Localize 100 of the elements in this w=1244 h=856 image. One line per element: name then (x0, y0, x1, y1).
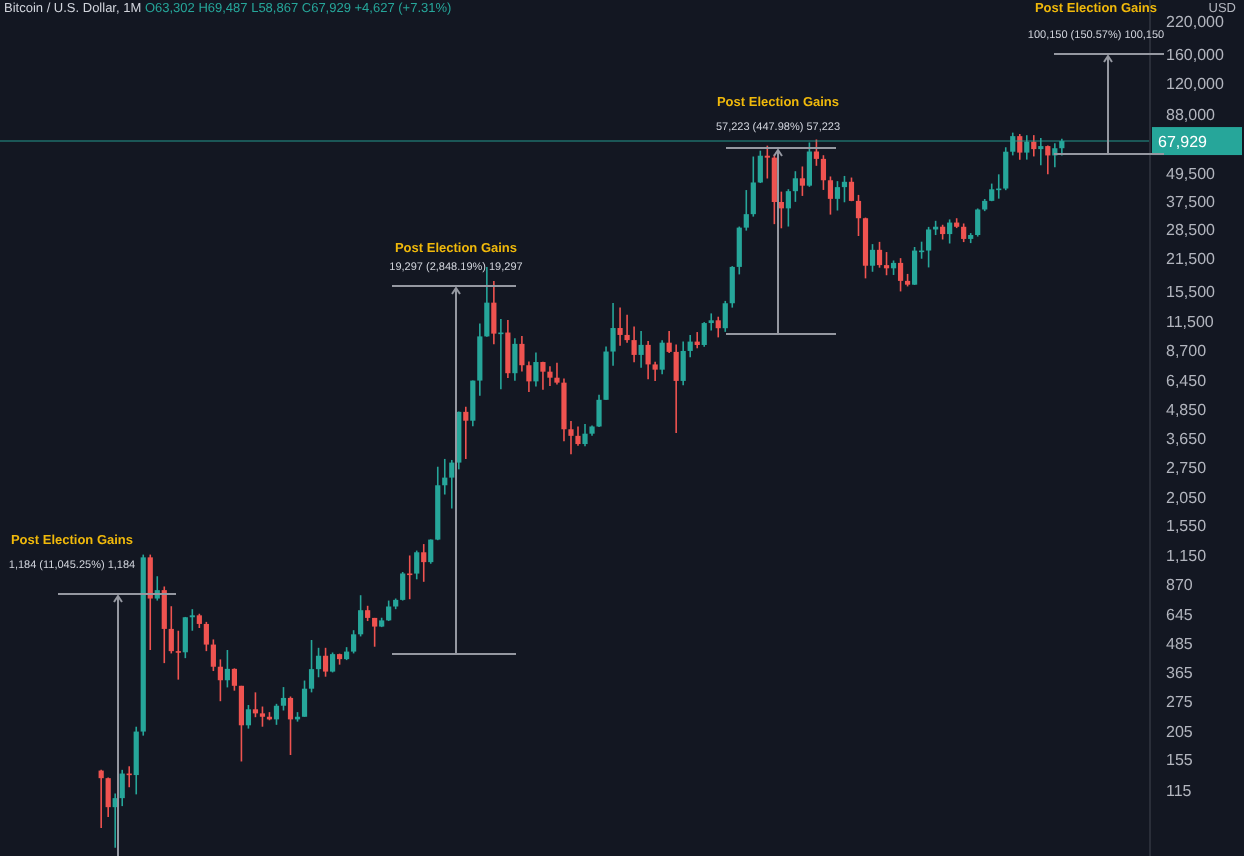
candlestick (287, 695, 294, 756)
y-tick-label: 8,700 (1166, 341, 1208, 360)
candlestick (463, 405, 469, 460)
candlestick (820, 154, 827, 191)
candlestick (715, 315, 721, 339)
candlestick (617, 306, 623, 347)
candlestick (961, 222, 967, 243)
candlestick (98, 769, 104, 829)
candlestick (512, 337, 518, 382)
candlestick (701, 321, 707, 348)
candlestick (673, 343, 679, 434)
candlestick (203, 621, 209, 652)
candlestick (449, 459, 455, 510)
candlestick (301, 679, 308, 718)
y-tick-label: 28,500 (1166, 221, 1217, 240)
y-tick-label: 275 (1166, 692, 1194, 711)
candlestick (400, 571, 406, 602)
candlestick (575, 425, 581, 447)
candlestick (161, 585, 167, 664)
candlestick (834, 180, 841, 212)
candlestick (897, 257, 904, 293)
y-tick-label: 1,550 (1166, 517, 1208, 536)
candlestick (1017, 133, 1023, 161)
y-tick-label: 155 (1166, 751, 1194, 770)
candlestick (778, 190, 784, 230)
y-tick-label: 220,000 (1166, 13, 1225, 32)
candlestick (238, 685, 245, 763)
candlestick (827, 175, 834, 216)
y-tick-label: 160,000 (1166, 45, 1225, 64)
y-tick-label: 88,000 (1166, 106, 1217, 125)
candlestick (231, 667, 237, 692)
candlestick (862, 216, 869, 280)
y-tick-label: 37,500 (1166, 193, 1217, 212)
candlestick (813, 138, 820, 167)
candlestick (785, 188, 791, 228)
y-tick-label: 645 (1166, 606, 1194, 625)
candlestick (147, 553, 153, 651)
y-tick-label: 120,000 (1166, 74, 1225, 93)
y-tick-label: 15,500 (1166, 282, 1217, 301)
candlestick (259, 705, 266, 728)
candlestick (1031, 134, 1037, 158)
candlestick (869, 243, 876, 273)
candlestick (105, 776, 111, 818)
candlestick (224, 649, 230, 689)
candlestick (1045, 144, 1051, 176)
candlestick (358, 594, 364, 638)
candlestick (217, 658, 223, 703)
candlestick (505, 319, 511, 379)
candlestick (533, 351, 539, 388)
y-tick-label: 485 (1166, 635, 1194, 654)
y-tick-label: 870 (1166, 575, 1194, 594)
y-tick-label: 365 (1166, 664, 1194, 683)
y-tick-label: 2,050 (1166, 488, 1208, 507)
candlestick (799, 165, 805, 197)
y-tick-label: 205 (1166, 722, 1194, 741)
candlestick (386, 599, 392, 622)
candlestick (372, 617, 378, 648)
candlestick (792, 170, 798, 203)
candlestick (407, 554, 413, 600)
candlestick (540, 360, 546, 391)
candlestick (1024, 134, 1030, 161)
candlestick (280, 686, 287, 712)
y-tick-label: 49,500 (1166, 164, 1217, 183)
candlestick (876, 241, 883, 269)
candlestick (210, 638, 216, 672)
y-tick-label: 6,450 (1166, 372, 1208, 391)
candlestick (322, 647, 329, 678)
candlestick (638, 330, 644, 369)
candlestick (189, 608, 195, 632)
candlestick (547, 365, 553, 387)
candlestick (806, 141, 812, 188)
candlestick (764, 144, 770, 180)
candlestick (182, 616, 188, 659)
candlestick (750, 155, 756, 218)
y-tick-label: 2,750 (1166, 458, 1208, 477)
candlestick (757, 149, 763, 184)
candlestick (119, 769, 125, 807)
candlestick (645, 340, 651, 381)
candlestick (175, 629, 181, 681)
candlestick (926, 226, 932, 269)
candlestick (855, 194, 862, 237)
candlestick (659, 339, 665, 375)
y-tick-label: 21,500 (1166, 249, 1217, 268)
candlestick (680, 340, 686, 387)
candlestick (771, 153, 777, 225)
candlestick (245, 704, 252, 730)
candlestick (252, 691, 259, 718)
candlestick (315, 647, 322, 679)
candlestick (414, 549, 420, 581)
candlestick (421, 543, 427, 583)
y-tick-label: 3,650 (1166, 430, 1208, 448)
ref-line-label: 67,929 (1158, 133, 1209, 152)
candlestick (308, 639, 315, 694)
y-tick-label: 11,500 (1166, 313, 1215, 332)
candlestick (273, 703, 280, 726)
candlestick (351, 629, 357, 655)
y-tick-label: 115 (1166, 781, 1193, 800)
candlestick (947, 218, 953, 245)
candlestick (975, 207, 981, 238)
candlestick (582, 423, 588, 447)
